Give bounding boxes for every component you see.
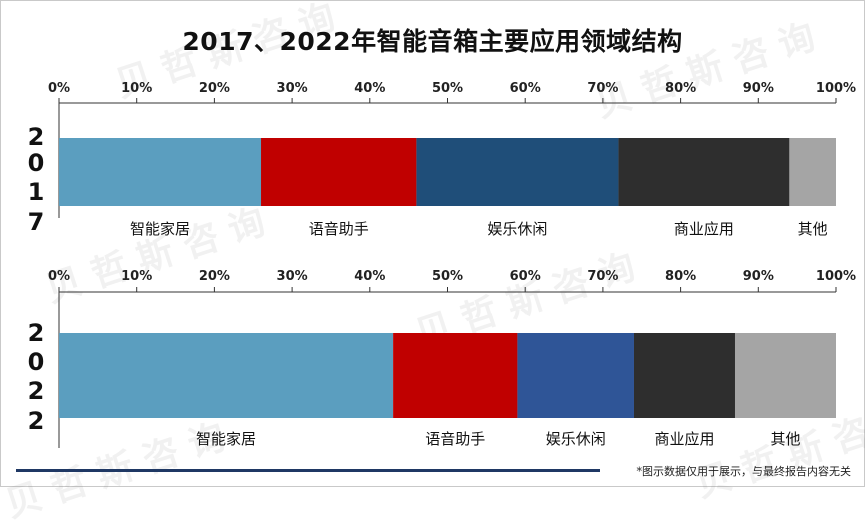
row-label-char: 2 [28,319,45,347]
x-tick-label: 60% [510,81,541,96]
row-label-char: 1 [28,178,45,206]
segment-label: 其他 [798,220,828,238]
x-tick-label: 40% [354,81,385,96]
bar-segment [734,333,836,418]
stacked-bar-charts: 0% 10% 20% 30% 40% 50% 60% 70% 80% 90% 100%2017 智能家… [28,81,856,448]
segment-label: 其他 [770,430,800,448]
x-tick-label: 20% [199,269,230,284]
x-tick-label: 30% [277,81,308,96]
bar-segment [789,138,836,206]
bar-segment [393,333,518,418]
bar-segment [633,333,735,418]
segment-label: 语音助手 [425,430,485,448]
segment-label: 智能家居 [130,220,190,238]
x-tick-label: 20% [199,81,230,96]
bar-segment [618,138,790,206]
segment-label: 商业应用 [654,430,714,448]
x-tick-label: 10% [121,81,152,96]
segment-label: 语音助手 [309,220,369,238]
segment-label: 娱乐休闲 [546,430,606,448]
x-tick-label: 0% [48,81,70,96]
segment-label: 商业应用 [674,220,734,238]
x-tick-label: 40% [354,269,385,284]
x-tick-label: 90% [743,81,774,96]
row-label-char: 7 [28,208,45,236]
x-tick-label: 90% [743,269,774,284]
x-tick-label: 60% [510,269,541,284]
x-tick-label: 10% [121,269,152,284]
chart-title: 2017、2022年智能音箱主要应用领域结构 [182,27,683,56]
bar-segment [416,138,619,206]
x-tick-label: 50% [432,269,463,284]
bar-segment [59,333,394,418]
segment-label: 娱乐休闲 [487,220,547,238]
row-label-char: 2 [28,407,45,435]
x-tick-label: 100% [816,269,856,284]
x-tick-label: 70% [587,81,618,96]
x-tick-label: 100% [816,81,856,96]
segment-label: 智能家居 [196,430,256,448]
x-tick-label: 30% [277,269,308,284]
x-tick-label: 70% [587,269,618,284]
x-tick-label: 50% [432,81,463,96]
x-tick-label: 80% [665,269,696,284]
bar-segment [261,138,417,206]
x-tick-label: 80% [665,81,696,96]
row-label-char: 2 [28,377,45,405]
bar-segment [59,138,262,206]
footer-note: *图示数据仅用于展示，与最终报告内容无关 [636,465,852,478]
row-label-char: 2 [28,123,45,151]
row-label-char: 0 [28,348,45,376]
x-tick-label: 0% [48,269,70,284]
row-label-char: 0 [28,149,45,177]
bar-segment [517,333,634,418]
footer-rule [16,469,600,472]
